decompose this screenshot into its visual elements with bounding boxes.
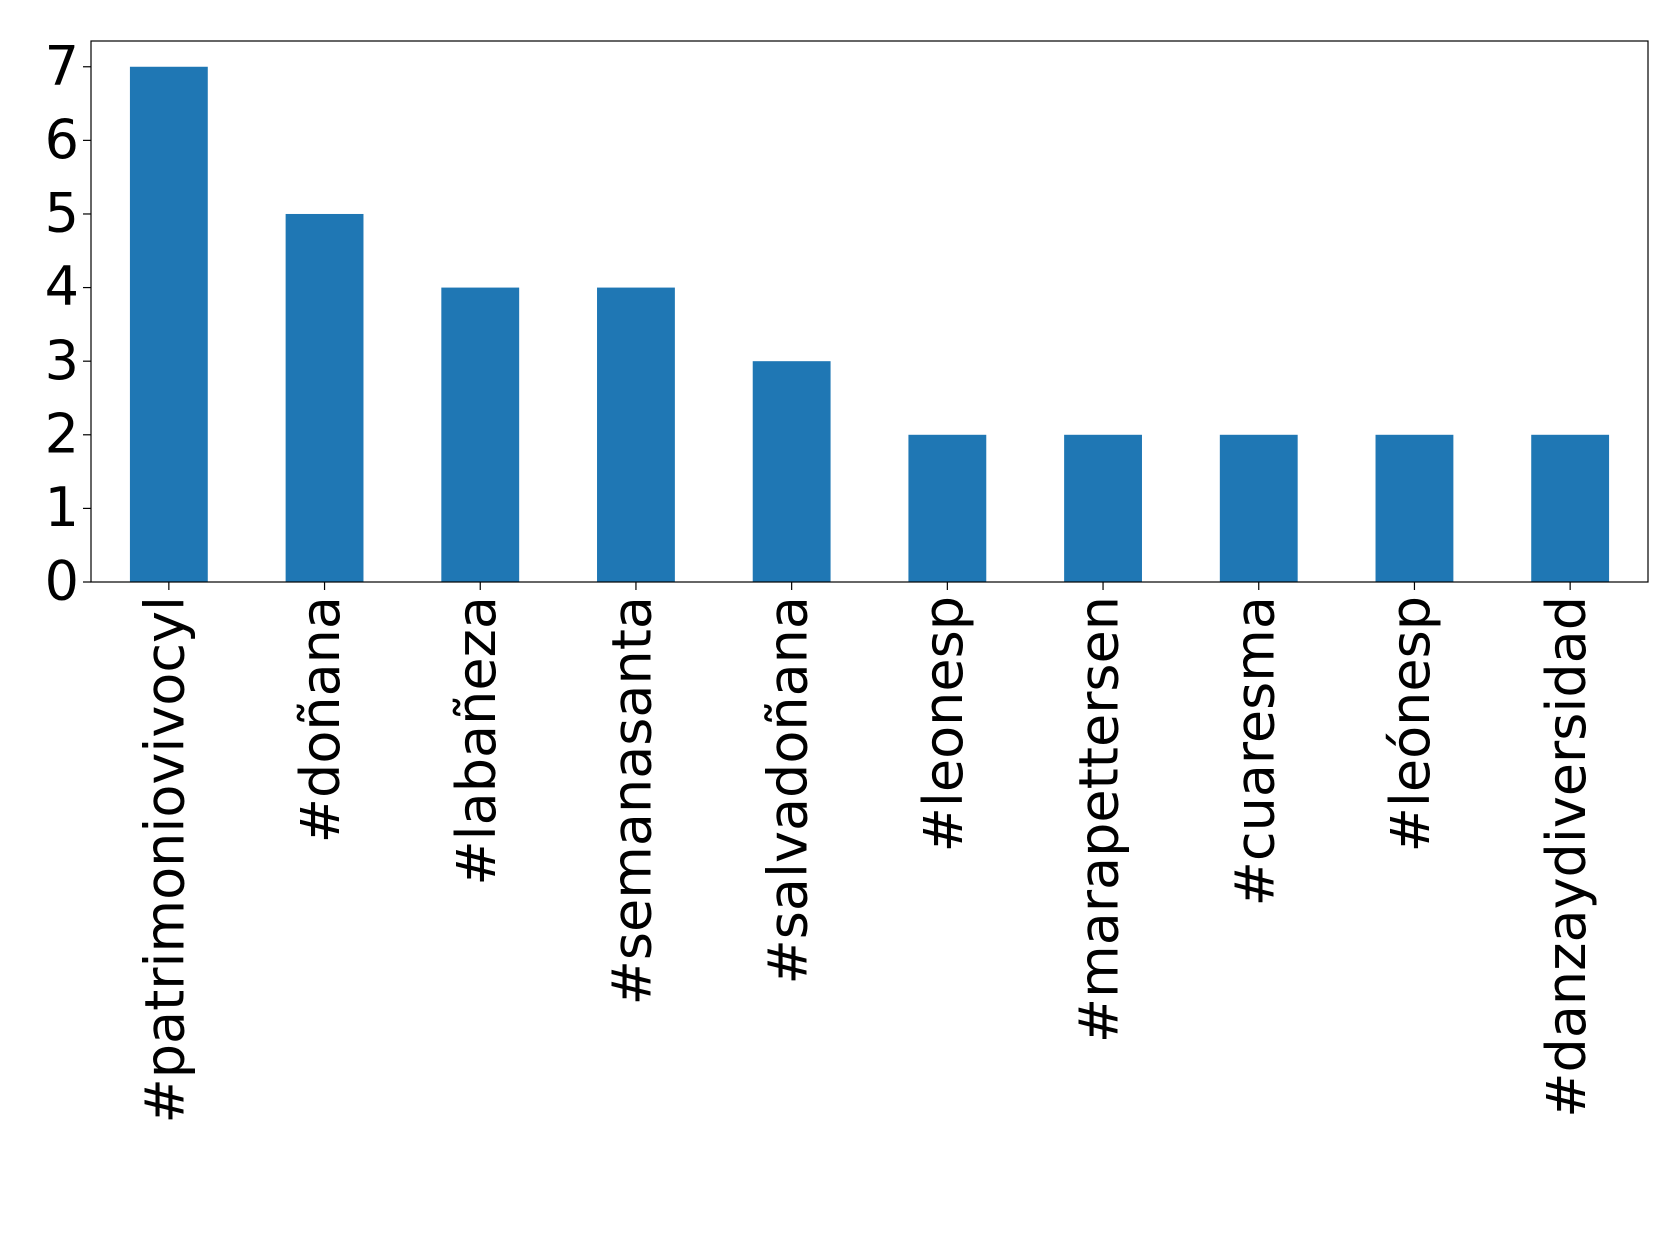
y-tick-label: 0 (45, 550, 79, 613)
bar (1064, 434, 1142, 582)
bar (1531, 434, 1610, 582)
x-tick-label: #labañeza (445, 596, 508, 886)
y-tick-label: 6 (45, 108, 79, 171)
x-tick-label: #marapettersen (1068, 596, 1131, 1043)
bar (441, 287, 520, 582)
bar (908, 434, 987, 582)
x-tick-label: #leonesp (912, 596, 975, 852)
bar (752, 361, 831, 582)
plot-frame (90, 40, 1649, 583)
bar (285, 213, 364, 583)
bar (597, 287, 675, 582)
y-tick-label: 2 (45, 402, 79, 465)
y-tick-label: 4 (45, 255, 79, 318)
y-tick-label: 3 (45, 329, 79, 392)
x-tick-label: #semanasanta (601, 596, 664, 1005)
x-tick-label: #patrimoniovivocyl (133, 596, 196, 1124)
y-tick-label: 7 (45, 34, 79, 97)
x-tick-label: #leónesp (1379, 596, 1442, 852)
x-tick-label: #cuaresma (1223, 596, 1286, 906)
x-tick-label: #doñana (289, 596, 352, 843)
bar (1219, 434, 1298, 582)
bar (129, 66, 208, 582)
y-tick-label: 5 (45, 182, 79, 245)
x-tick-label: #danzaydiversidad (1535, 596, 1598, 1118)
y-tick-label: 1 (45, 476, 79, 539)
bar (1375, 434, 1454, 582)
x-tick-label: #salvadoñana (756, 596, 819, 984)
